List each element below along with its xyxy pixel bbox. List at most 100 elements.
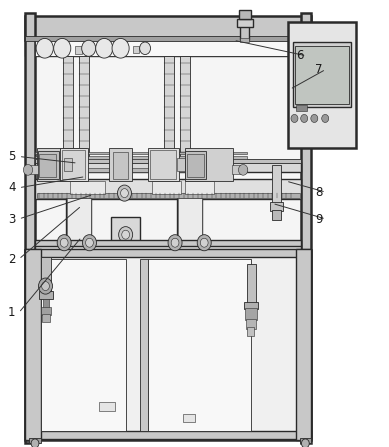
Bar — [29, 438, 41, 443]
Text: 1: 1 — [8, 306, 16, 320]
Bar — [41, 259, 126, 431]
Bar — [247, 327, 254, 336]
Text: 3: 3 — [8, 212, 15, 226]
Circle shape — [140, 42, 151, 55]
Bar — [25, 13, 35, 443]
Bar — [75, 46, 82, 54]
Circle shape — [301, 439, 309, 447]
Bar — [25, 249, 311, 257]
Bar — [296, 105, 307, 111]
Circle shape — [31, 439, 39, 447]
Bar — [148, 259, 251, 431]
Bar — [178, 198, 202, 243]
Bar — [35, 162, 301, 172]
Text: 7: 7 — [315, 63, 323, 76]
Bar — [293, 42, 351, 107]
Bar — [148, 148, 179, 181]
Bar — [240, 38, 249, 42]
Text: 2: 2 — [8, 253, 16, 266]
Bar — [240, 16, 249, 40]
Bar — [288, 22, 356, 148]
Circle shape — [291, 114, 298, 122]
Bar — [25, 431, 311, 439]
Circle shape — [54, 38, 71, 58]
Bar — [25, 249, 41, 440]
Bar — [133, 46, 139, 53]
Circle shape — [200, 238, 208, 247]
Bar — [43, 299, 49, 308]
Bar — [39, 154, 56, 177]
Text: 5: 5 — [8, 150, 15, 163]
Bar — [244, 302, 258, 309]
Circle shape — [238, 164, 248, 175]
Bar — [60, 148, 88, 181]
Text: 8: 8 — [315, 186, 322, 199]
Circle shape — [96, 38, 113, 58]
Bar — [237, 19, 253, 27]
Bar — [42, 314, 50, 322]
Bar — [35, 179, 301, 199]
Bar — [295, 46, 349, 104]
Bar — [183, 414, 194, 422]
Bar — [35, 240, 301, 246]
Bar — [41, 307, 51, 315]
Bar — [35, 40, 301, 56]
Bar — [301, 13, 311, 443]
Bar — [35, 156, 247, 159]
Bar — [35, 152, 247, 154]
Text: 9: 9 — [315, 212, 323, 226]
Bar — [152, 181, 181, 194]
Circle shape — [112, 38, 129, 58]
Bar — [185, 148, 233, 181]
Bar — [300, 438, 311, 443]
Circle shape — [42, 282, 49, 291]
Circle shape — [119, 227, 133, 243]
Bar — [272, 165, 281, 203]
Circle shape — [60, 238, 68, 247]
Bar — [25, 36, 311, 41]
Bar — [35, 55, 301, 246]
Bar — [270, 202, 283, 211]
Circle shape — [311, 114, 318, 122]
Bar — [111, 217, 140, 244]
Bar — [28, 165, 38, 174]
Bar — [150, 150, 176, 179]
Bar — [113, 152, 128, 179]
Bar — [62, 150, 85, 179]
Bar — [70, 181, 105, 194]
Bar — [239, 10, 251, 19]
Bar — [37, 193, 300, 198]
Bar — [177, 197, 202, 244]
Bar — [25, 16, 311, 40]
Bar — [37, 148, 86, 181]
Circle shape — [301, 114, 308, 122]
Circle shape — [171, 238, 179, 247]
Circle shape — [322, 114, 329, 122]
Bar — [164, 56, 174, 170]
Circle shape — [23, 164, 33, 175]
Bar — [296, 249, 311, 440]
Bar — [35, 159, 301, 163]
Bar — [66, 197, 91, 244]
Bar — [245, 308, 257, 320]
Text: 6: 6 — [296, 49, 303, 63]
Circle shape — [39, 278, 53, 294]
Bar — [63, 56, 73, 170]
Circle shape — [86, 238, 93, 247]
Bar — [246, 319, 256, 329]
Text: 4: 4 — [8, 181, 16, 194]
Circle shape — [117, 185, 131, 201]
Bar — [79, 56, 89, 170]
Bar — [272, 210, 281, 220]
Bar — [39, 291, 53, 299]
Bar — [67, 198, 91, 243]
Bar — [109, 148, 132, 181]
Bar — [38, 151, 59, 179]
Bar — [185, 181, 214, 194]
Circle shape — [82, 235, 96, 251]
Bar — [35, 245, 301, 251]
Circle shape — [36, 38, 53, 58]
Bar — [180, 56, 190, 170]
Bar — [247, 264, 256, 304]
Circle shape — [122, 230, 130, 239]
